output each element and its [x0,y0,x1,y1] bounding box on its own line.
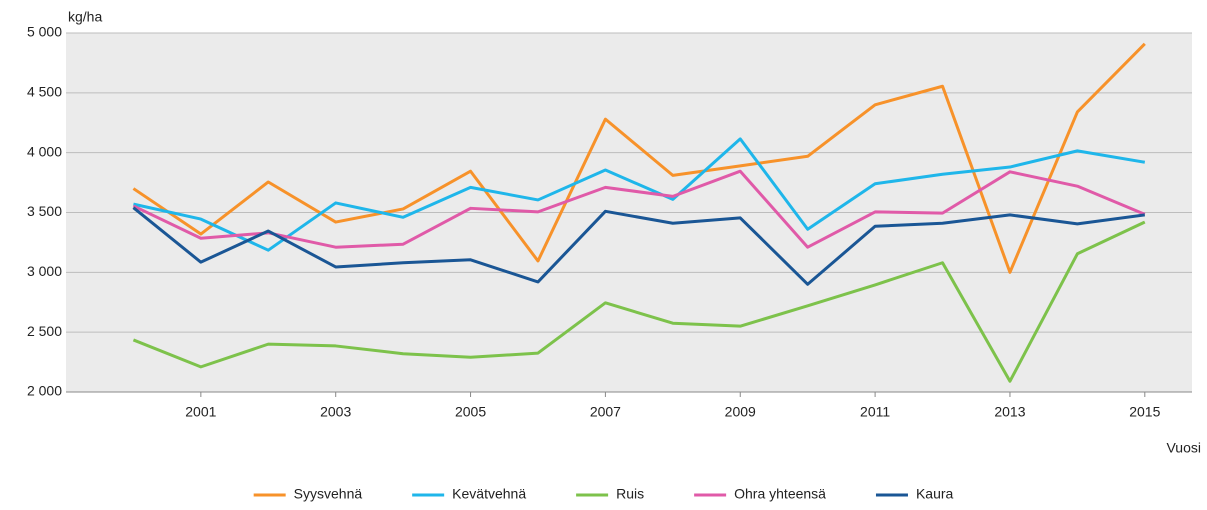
legend-label: Syysvehnä [294,486,363,502]
legend-label: Ohra yhteensä [734,486,826,502]
y-tick-label: 3 500 [27,203,62,219]
y-tick-label: 2 000 [27,383,62,399]
y-tick-label: 3 000 [27,263,62,279]
y-tick-label: 5 000 [27,24,62,40]
x-tick-label: 2013 [994,404,1025,420]
y-tick-label: 2 500 [27,323,62,339]
series-line [133,137,1146,252]
legend-label: Kevätvehnä [452,486,526,502]
y-axis-label: kg/ha [68,9,102,25]
x-tick-label: 2009 [725,404,756,420]
x-tick-label: 2001 [185,404,216,420]
legend-label: Ruis [616,486,644,502]
x-tick-label: 2003 [320,404,351,420]
series-line [132,206,1145,286]
x-tick-label: 2011 [860,404,890,420]
x-tick-label: 2015 [1129,404,1160,420]
x-tick-label: 2007 [590,404,621,420]
y-tick-label: 4 500 [27,84,62,100]
x-axis-label: Vuosi [1166,440,1201,456]
x-tick-label: 2005 [455,404,486,420]
series-line [132,220,1146,383]
legend-label: Kaura [916,486,954,502]
series-line [132,42,1146,274]
y-tick-label: 4 000 [27,143,62,159]
series-line [132,169,1146,249]
